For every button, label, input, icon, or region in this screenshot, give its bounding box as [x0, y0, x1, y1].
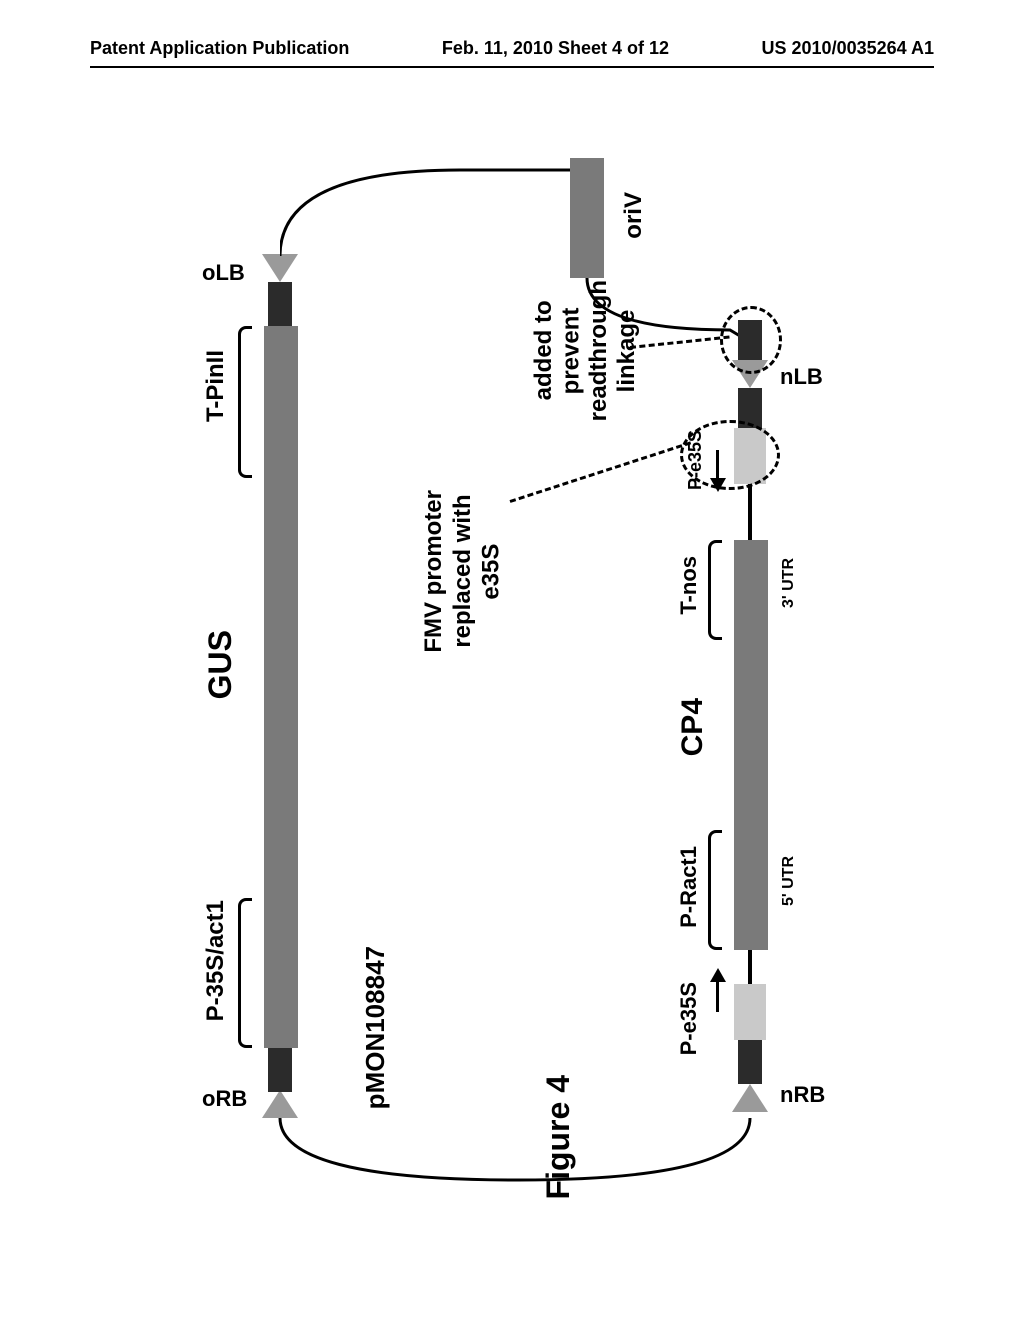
- added-highlight-ellipse: [720, 306, 782, 374]
- nRB-label: nRB: [780, 1082, 825, 1108]
- p-e35s-copy1-block: [734, 984, 766, 1040]
- nRB-triangle-icon: [732, 1084, 768, 1112]
- annotation-added: added to prevent readthrough linkage: [530, 280, 640, 421]
- page-header: Patent Application Publication Feb. 11, …: [0, 38, 1024, 59]
- oLB-adjacent-block: [268, 282, 292, 326]
- p-e35s-copy1-arrow-shaft: [716, 982, 719, 1012]
- t-nos-label: T-nos: [676, 556, 702, 615]
- bottom-connector-arc: [278, 1110, 758, 1200]
- oRB-adjacent-block: [268, 1048, 292, 1092]
- p-35s-act1-block: [264, 898, 298, 1048]
- plasmid-name: pMON108847: [360, 946, 391, 1109]
- p-e35s-copy1-arrowhead-icon: [710, 968, 726, 982]
- t-nos-block: [734, 540, 768, 640]
- oRB-label: oRB: [202, 1086, 247, 1112]
- annotation-replaced-text: FMV promoter replaced with e35S: [420, 490, 505, 653]
- spacer-line-1: [748, 484, 752, 540]
- p-e35s-copy2-label: P-e35S: [685, 430, 706, 490]
- t-pinII-brace: [238, 326, 252, 478]
- gus-label: GUS: [202, 630, 239, 699]
- p-e35s-copy1-label: P-e35S: [676, 982, 702, 1055]
- utr5-label: 5' UTR: [780, 856, 798, 906]
- p-ract1-block: [734, 830, 768, 950]
- header-center: Feb. 11, 2010 Sheet 4 of 12: [442, 38, 669, 59]
- oriV-label: oriV: [620, 192, 648, 239]
- p-35s-act1-label: P-35S/act1: [202, 900, 230, 1021]
- nLB-label: nLB: [780, 364, 823, 390]
- utr3-label: 3' UTR: [780, 558, 798, 608]
- oLB-label: oLB: [202, 260, 245, 286]
- p-ract1-label: P-Ract1: [676, 846, 702, 928]
- header-left: Patent Application Publication: [90, 38, 349, 59]
- annotation-added-text: added to prevent readthrough linkage: [530, 280, 640, 421]
- t-nos-brace: [708, 540, 722, 640]
- t-pinII-block: [264, 326, 298, 478]
- nRB-block: [738, 1040, 762, 1084]
- plasmid-diagram: oRB P-35S/act1 GUS T-PinII oLB oriV nLB …: [280, 150, 760, 1190]
- spacer-line-2: [748, 950, 752, 984]
- cp4-block: [734, 640, 768, 830]
- cp4-label: CP4: [676, 698, 710, 756]
- header-right: US 2010/0035264 A1: [762, 38, 934, 59]
- header-rule: [90, 66, 934, 68]
- p-ract1-brace: [708, 830, 722, 950]
- top-connector-arc: [280, 140, 760, 260]
- annotation-replaced: FMV promoter replaced with e35S: [420, 490, 506, 653]
- gus-block: [264, 478, 298, 898]
- p-35s-act1-brace: [238, 898, 252, 1048]
- t-pinII-label: T-PinII: [202, 350, 230, 422]
- annotation-replaced-leader: [510, 441, 692, 503]
